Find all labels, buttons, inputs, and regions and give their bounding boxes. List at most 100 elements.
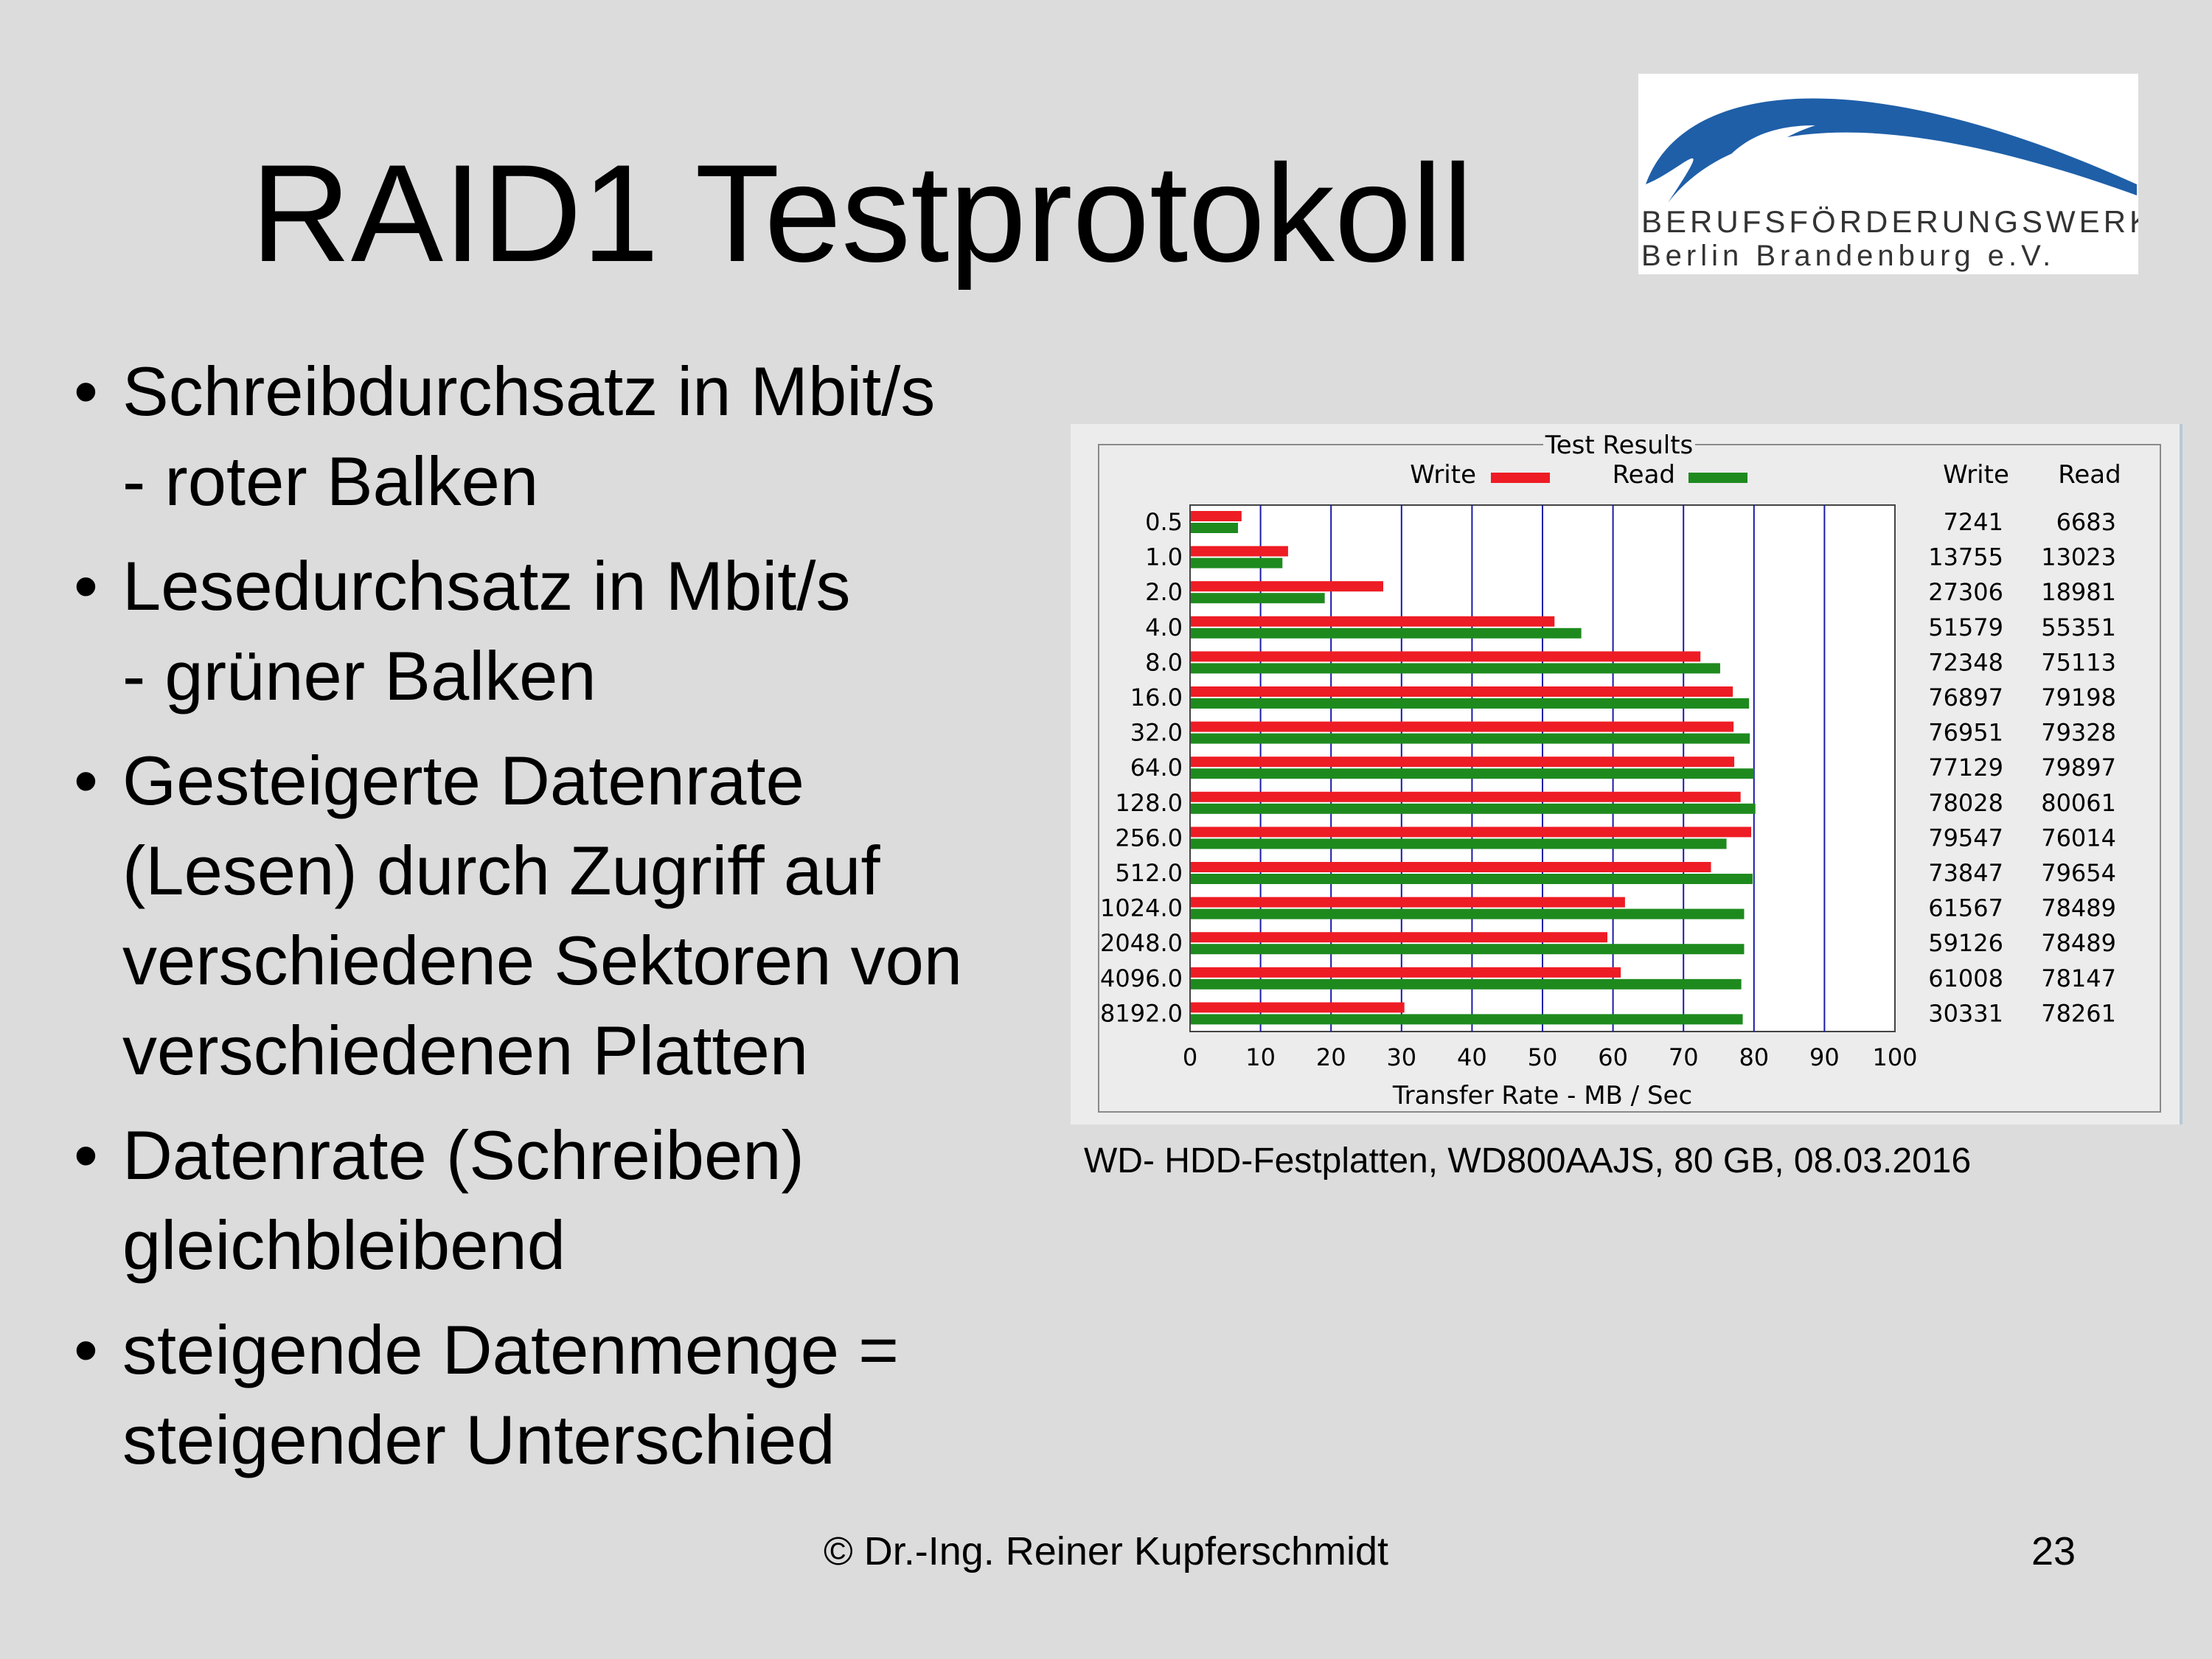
bar-read — [1191, 698, 1750, 709]
category-label: 64.0 — [1130, 754, 1183, 782]
category-label: 32.0 — [1130, 719, 1183, 747]
bar-write — [1191, 791, 1741, 802]
table-write-value: 27306 — [1928, 578, 2003, 606]
category-label: 8192.0 — [1100, 999, 1183, 1027]
table-header-read: Read — [2058, 460, 2121, 490]
table-read-value: 78261 — [2041, 999, 2116, 1027]
x-tick-label: 60 — [1598, 1043, 1628, 1071]
company-logo: BERUFSFÖRDERUNGSWERK Berlin Brandenburg … — [1638, 74, 2138, 274]
table-write-value: 78028 — [1928, 789, 2003, 817]
table-read-value: 78489 — [2041, 894, 2116, 922]
x-tick-label: 50 — [1528, 1043, 1558, 1071]
bar-read — [1191, 908, 1745, 919]
bullet-list: Schreibdurchsatz in Mbit/s - roter Balken… — [74, 347, 1062, 1500]
group-box-title-bg — [1543, 434, 1695, 458]
bullet-line: steigende Datenmenge = — [122, 1311, 900, 1388]
category-label: 128.0 — [1115, 789, 1183, 817]
bar-write — [1191, 616, 1555, 627]
test-results-chart: Test Results 0.5 1.0 2.0 4.0 8.0 16.0 32.0 64.0… — [1098, 431, 2161, 1113]
bar-read — [1191, 874, 1753, 884]
x-tick-label: 90 — [1809, 1043, 1840, 1071]
table-read-value: 79198 — [2041, 684, 2116, 712]
table-read-value: 78489 — [2041, 929, 2116, 957]
table-read-value: 18981 — [2041, 578, 2116, 606]
category-label: 512.0 — [1115, 859, 1183, 887]
category-label: 8.0 — [1145, 648, 1183, 676]
category-label: 4096.0 — [1100, 964, 1183, 992]
bullet-line: - roter Balken — [122, 442, 539, 520]
table-read-value: 79328 — [2041, 719, 2116, 747]
bar-read — [1191, 768, 1754, 779]
bar-read — [1191, 733, 1750, 744]
chart-title: Test Results — [1545, 431, 1694, 460]
x-tick-label: 80 — [1739, 1043, 1769, 1071]
chart-caption: WD- HDD-Festplatten, WD800AAJS, 80 GB, 0… — [1084, 1141, 1972, 1180]
bar-write — [1191, 827, 1752, 838]
category-label: 1024.0 — [1100, 894, 1183, 922]
table-write-value: 13755 — [1928, 543, 2003, 571]
bullet-line: Lesedurchsatz in Mbit/s — [122, 547, 851, 625]
table-write-value: 73847 — [1928, 859, 2003, 887]
table-read-value: 80061 — [2041, 789, 2116, 817]
table-write-value: 76951 — [1928, 719, 2003, 747]
bar-write — [1191, 967, 1621, 978]
x-axis-label: Transfer Rate - MB / Sec — [1392, 1081, 1692, 1110]
bar-read — [1191, 1014, 1743, 1025]
bar-read — [1191, 944, 1745, 955]
bullet-line: Datenrate (Schreiben) — [122, 1116, 804, 1194]
bar-read — [1191, 557, 1283, 568]
x-tick-label: 100 — [1872, 1043, 1917, 1071]
bullet-line: verschiedenen Platten — [122, 1012, 809, 1089]
bar-write — [1191, 686, 1733, 697]
bullet-line: - grüner Balken — [122, 637, 597, 714]
table-write-value: 30331 — [1928, 999, 2003, 1027]
bullet-line: verschiedene Sektoren von — [122, 922, 963, 999]
bar-read — [1191, 803, 1756, 814]
category-label: 0.5 — [1145, 508, 1183, 536]
legend-label-write: Write — [1410, 460, 1476, 490]
table-write-value: 59126 — [1928, 929, 2003, 957]
bullet-line: Schreibdurchsatz in Mbit/s — [122, 352, 936, 430]
page-number: 23 — [2031, 1529, 2076, 1573]
legend-swatch-write — [1491, 473, 1550, 483]
bullet-line: gleichbleibend — [122, 1206, 566, 1284]
bar-write — [1191, 1002, 1405, 1013]
bar-write — [1191, 932, 1607, 943]
table-write-value: 61567 — [1928, 894, 2003, 922]
logo-arc-gap — [1706, 125, 1815, 192]
table-write-value: 76897 — [1928, 684, 2003, 712]
category-label: 256.0 — [1115, 824, 1183, 852]
legend-swatch-read — [1688, 473, 1747, 483]
legend-label-read: Read — [1613, 460, 1675, 490]
bullet-item: Schreibdurchsatz in Mbit/s - roter Balken — [74, 347, 1062, 526]
bar-read — [1191, 627, 1582, 639]
bar-write — [1191, 546, 1288, 557]
x-tick-label: 30 — [1386, 1043, 1416, 1071]
bar-write — [1191, 862, 1711, 872]
bullet-line: Gesteigerte Datenrate — [122, 742, 804, 819]
table-read-value: 55351 — [2041, 613, 2116, 641]
table-header-write: Write — [1943, 460, 2009, 490]
table-read-value: 79897 — [2041, 754, 2116, 782]
bar-read — [1191, 523, 1239, 533]
bullet-line: (Lesen) durch Zugriff auf — [122, 832, 880, 909]
table-write-value: 77129 — [1928, 754, 2003, 782]
table-write-value: 51579 — [1928, 613, 2003, 641]
footer-author: © Dr.-Ing. Reiner Kupferschmidt — [823, 1529, 1389, 1573]
x-tick-label: 20 — [1316, 1043, 1346, 1071]
bullet-item: Datenrate (Schreiben) gleichbleibend — [74, 1110, 1062, 1290]
bar-read — [1191, 838, 1727, 849]
table-read-value: 6683 — [2056, 508, 2116, 536]
slide-title: RAID1 Testprotokoll — [251, 136, 1473, 291]
table-read-value: 13023 — [2041, 543, 2116, 571]
logo-text-line1: BERUFSFÖRDERUNGSWERK — [1641, 204, 2138, 239]
table-read-value: 75113 — [2041, 648, 2116, 676]
bullet-item: Gesteigerte Datenrate (Lesen) durch Zugri… — [74, 736, 1062, 1096]
logo-arc — [1646, 98, 2137, 203]
category-label: 16.0 — [1130, 684, 1183, 712]
table-read-value: 78147 — [2041, 964, 2116, 992]
x-tick-label: 40 — [1457, 1043, 1487, 1071]
bullet-item: steigende Datenmenge = steigender Untersc… — [74, 1305, 1062, 1485]
category-label: 4.0 — [1145, 613, 1183, 641]
table-read-value: 76014 — [2041, 824, 2116, 852]
